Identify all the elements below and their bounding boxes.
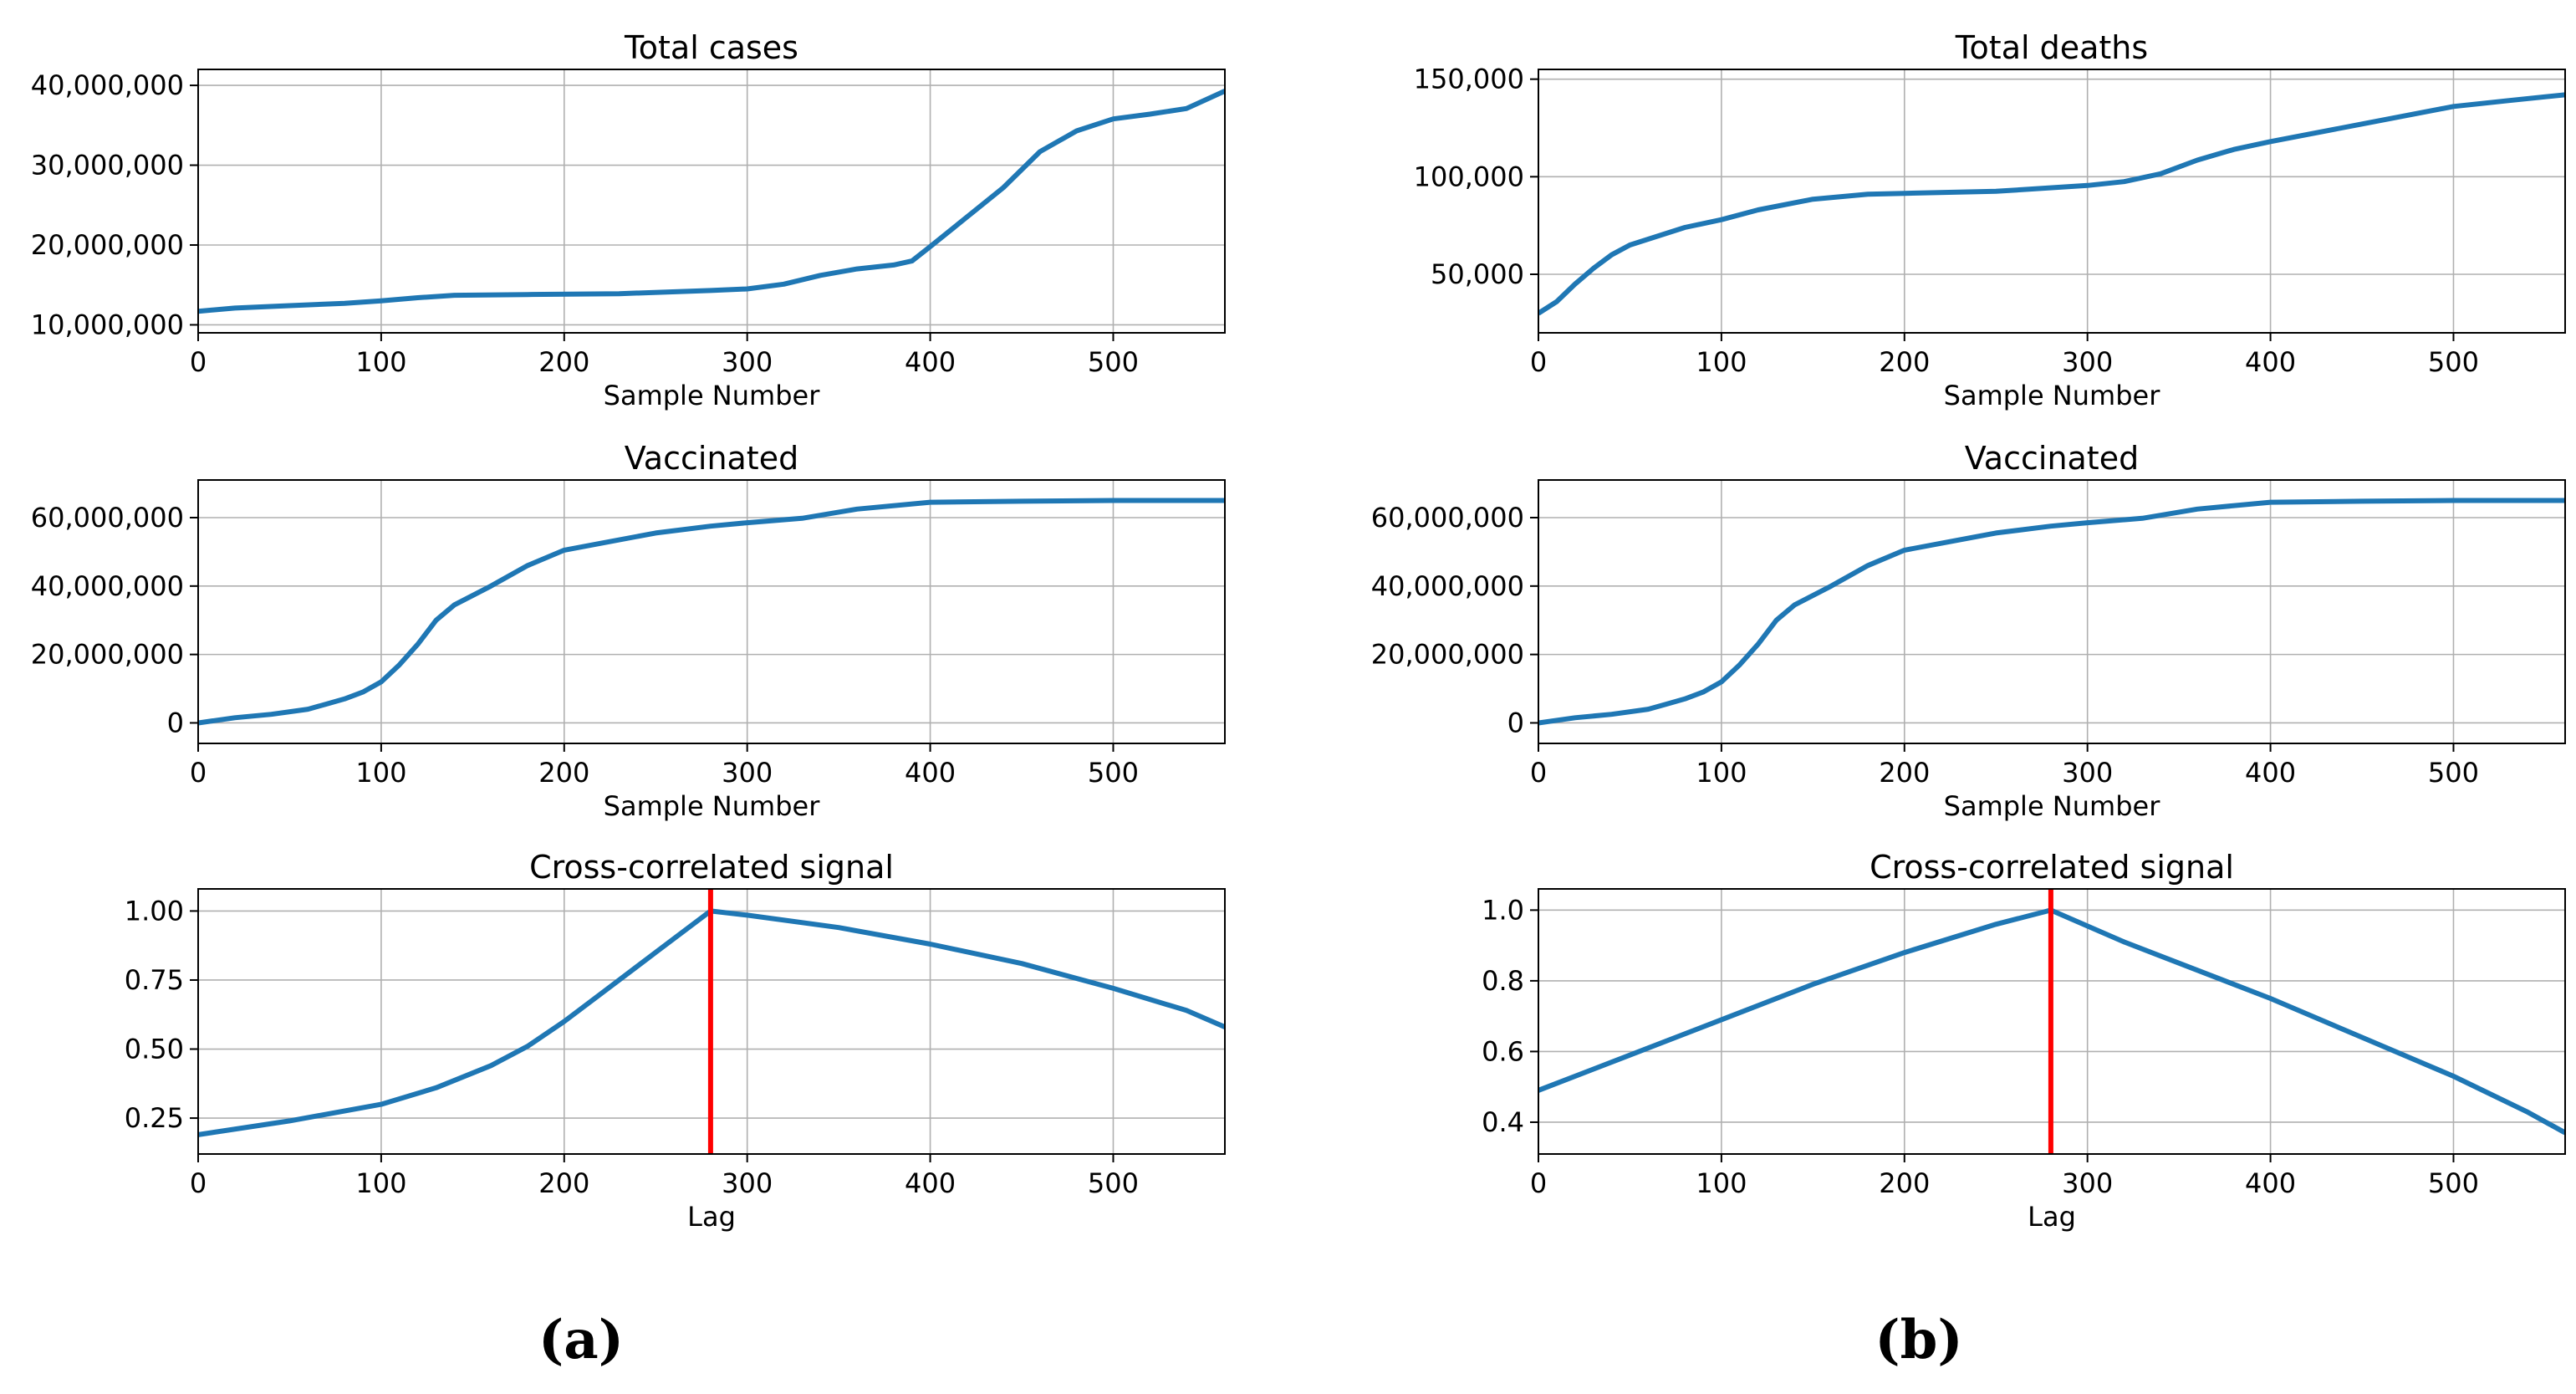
axes-frame [1538, 888, 2566, 1155]
x-tick-label: 300 [2062, 757, 2113, 789]
x-tick-label: 200 [538, 346, 589, 378]
y-tick-label: 0.50 [125, 1034, 184, 1065]
x-tick-label: 200 [1879, 346, 1930, 378]
y-tick-label: 50,000 [1431, 258, 1524, 290]
chart-a3: 0 100 200 300 400 500 0.25 0.50 0.75 1.00 Cross-co… [125, 849, 1226, 1233]
x-tick-label: 300 [2062, 346, 2113, 378]
y-tick-label: 20,000,000 [31, 639, 184, 671]
y-tick-label: 0.25 [125, 1102, 184, 1134]
axes-frame [1538, 479, 2566, 744]
y-tick-label: 0.4 [1482, 1106, 1524, 1138]
x-tick-label: 500 [1088, 346, 1139, 378]
x-tick-label: 100 [1696, 757, 1747, 789]
x-axis-label: Sample Number [604, 790, 821, 822]
y-tick-label: 30,000,000 [31, 150, 184, 181]
y-tick-label: 20,000,000 [31, 229, 184, 261]
x-tick-label: 400 [905, 1167, 956, 1199]
chart-title: Vaccinated [1965, 440, 2139, 477]
y-tick-label: 10,000,000 [31, 309, 184, 340]
x-tick-label: 400 [2245, 757, 2296, 789]
y-tick-label: 0.75 [125, 964, 184, 996]
series-line [198, 89, 1225, 314]
y-tick-label: 60,000,000 [1371, 502, 1524, 534]
x-tick-label: 300 [722, 346, 773, 378]
x-tick-label: 0 [190, 1167, 207, 1199]
x-tick-label: 200 [1879, 1167, 1930, 1199]
y-tick-label: 1.0 [1482, 894, 1524, 926]
chart-b3: 0 100 200 300 400 500 0.4 0.6 0.8 1.0 Cross-correl… [1482, 849, 2566, 1233]
y-tick-label: 40,000,000 [31, 570, 184, 602]
x-axis-label: Sample Number [1944, 790, 2161, 822]
chart-title: Cross-correlated signal [529, 849, 894, 886]
y-tick-label: 150,000 [1414, 64, 1524, 95]
series-line [198, 908, 1225, 1137]
x-tick-label: 100 [1696, 346, 1747, 378]
y-tick-label: 0 [167, 707, 184, 738]
series-line [1538, 907, 2565, 1136]
chart-b1: 0 100 200 300 400 500 50,000 100,000 150,000 Tota… [1414, 29, 2566, 411]
x-tick-label: 400 [905, 757, 956, 789]
series-line [1538, 92, 2565, 316]
x-tick-label: 0 [1530, 757, 1547, 789]
x-axis-label: Lag [687, 1201, 736, 1233]
chart-b2: 0 100 200 300 400 500 0 20,000,000 40,000,000 60,… [1371, 440, 2566, 822]
axes-frame [197, 479, 1226, 744]
y-tick-label: 60,000,000 [31, 502, 184, 534]
x-tick-label: 500 [1088, 1167, 1139, 1199]
x-tick-label: 100 [355, 346, 406, 378]
x-tick-label: 200 [538, 757, 589, 789]
x-tick-label: 0 [190, 757, 207, 789]
series-line [198, 498, 1225, 726]
y-tick-label: 20,000,000 [1371, 639, 1524, 671]
x-tick-label: 500 [2428, 1167, 2479, 1199]
chart-title: Total deaths [1955, 29, 2148, 66]
x-tick-label: 0 [1530, 346, 1547, 378]
axes-frame [1538, 69, 2566, 334]
y-tick-label: 0 [1507, 707, 1524, 738]
x-tick-label: 0 [190, 346, 207, 378]
x-tick-label: 100 [1696, 1167, 1747, 1199]
panel-label-b: (b) [1875, 1309, 1963, 1371]
x-axis-label: Sample Number [604, 380, 821, 411]
axes-frame [197, 69, 1226, 334]
x-tick-label: 300 [722, 1167, 773, 1199]
y-tick-label: 40,000,000 [1371, 570, 1524, 602]
axes-frame [197, 888, 1226, 1155]
x-tick-label: 200 [538, 1167, 589, 1199]
chart-title: Total cases [624, 29, 798, 66]
chart-title: Cross-correlated signal [1870, 849, 2234, 886]
x-tick-label: 200 [1879, 757, 1930, 789]
y-tick-label: 0.6 [1482, 1035, 1524, 1067]
series-line [1538, 498, 2565, 726]
x-tick-label: 400 [2245, 1167, 2296, 1199]
x-axis-label: Lag [2028, 1201, 2076, 1233]
x-tick-label: 400 [2245, 346, 2296, 378]
y-tick-label: 100,000 [1414, 161, 1524, 192]
x-tick-label: 500 [1088, 757, 1139, 789]
x-tick-label: 100 [355, 757, 406, 789]
x-tick-label: 500 [2428, 346, 2479, 378]
chart-title: Vaccinated [625, 440, 798, 477]
y-tick-label: 40,000,000 [31, 69, 184, 101]
y-tick-label: 0.8 [1482, 965, 1524, 997]
y-tick-label: 1.00 [125, 895, 184, 927]
chart-a2: 0 100 200 300 400 500 0 20,000,000 40,000,000 60,… [31, 440, 1226, 822]
panel-label-a: (a) [538, 1309, 625, 1371]
x-tick-label: 0 [1530, 1167, 1547, 1199]
chart-a1: 0 100 200 300 400 500 10,000,000 20,000,000 30,0… [31, 29, 1226, 411]
x-tick-label: 100 [355, 1167, 406, 1199]
x-axis-label: Sample Number [1944, 380, 2161, 411]
x-tick-label: 500 [2428, 757, 2479, 789]
x-tick-label: 300 [2062, 1167, 2113, 1199]
x-tick-label: 400 [905, 346, 956, 378]
x-tick-label: 300 [722, 757, 773, 789]
